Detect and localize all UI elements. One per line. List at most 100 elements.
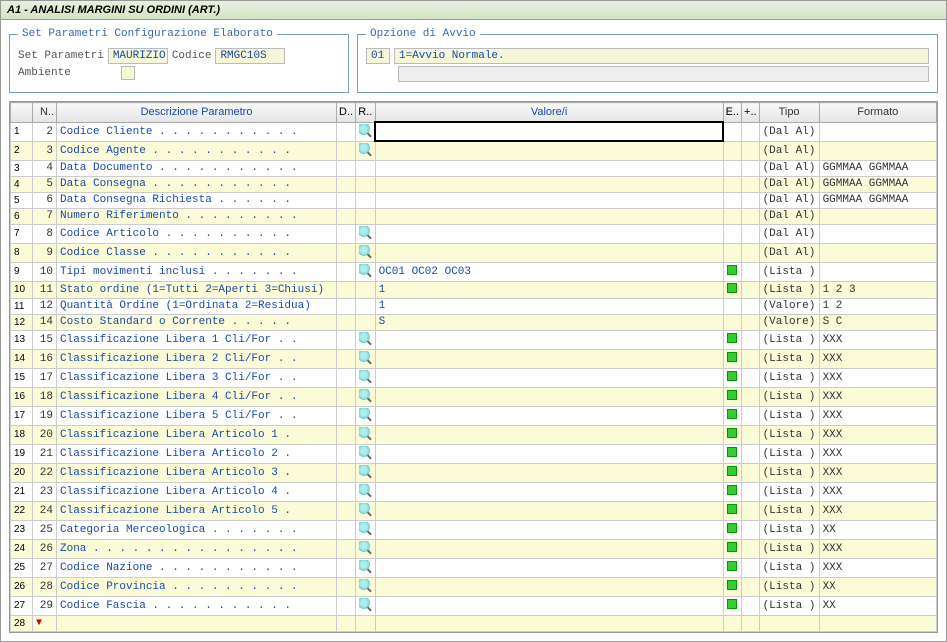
cell-value[interactable] <box>375 349 723 368</box>
cell-value[interactable] <box>375 122 723 141</box>
cell-value[interactable] <box>375 387 723 406</box>
table-row[interactable]: 1820Classificazione Libera Articolo 1 .(… <box>11 425 937 444</box>
cell-value[interactable] <box>375 406 723 425</box>
table-row[interactable]: 1315Classificazione Libera 1 Cli/For . .… <box>11 330 937 349</box>
cell-value[interactable]: 1 <box>375 281 723 298</box>
col-val-header[interactable]: Valore/i <box>375 103 723 123</box>
cell-value[interactable]: OC01 OC02 OC03 <box>375 262 723 281</box>
cell-value[interactable] <box>375 558 723 577</box>
ambiente-checkbox[interactable] <box>121 66 135 80</box>
cell-value[interactable] <box>375 176 723 192</box>
edit-list-icon[interactable] <box>727 542 737 552</box>
table-row[interactable]: 56Data Consegna Richiesta . . . . . .(Da… <box>11 192 937 208</box>
search-icon[interactable] <box>359 465 371 477</box>
codice-value[interactable]: RMGC10S <box>215 48 285 64</box>
edit-list-icon[interactable] <box>727 447 737 457</box>
cell-value[interactable] <box>375 444 723 463</box>
edit-list-icon[interactable] <box>727 504 737 514</box>
cell-value[interactable] <box>375 425 723 444</box>
cell-value[interactable] <box>375 208 723 224</box>
table-row[interactable]: 1719Classificazione Libera 5 Cli/For . .… <box>11 406 937 425</box>
table-row[interactable]: 2325Categoria Merceologica . . . . . . .… <box>11 520 937 539</box>
table-row[interactable]: 89Codice Classe . . . . . . . . . . .(Da… <box>11 243 937 262</box>
edit-list-icon[interactable] <box>727 599 737 609</box>
search-icon[interactable] <box>359 427 371 439</box>
avvio-code[interactable]: 01 <box>366 48 390 64</box>
cell-value[interactable] <box>375 596 723 615</box>
search-icon[interactable] <box>359 332 371 344</box>
edit-list-icon[interactable] <box>727 523 737 533</box>
col-d-header[interactable]: D.. <box>337 103 356 123</box>
cell-value[interactable] <box>375 160 723 176</box>
cell-value[interactable]: 1 <box>375 298 723 314</box>
table-row[interactable]: 1618Classificazione Libera 4 Cli/For . .… <box>11 387 937 406</box>
table-row[interactable]: 2729Codice Fascia . . . . . . . . . . .(… <box>11 596 937 615</box>
search-icon[interactable] <box>359 560 371 572</box>
edit-list-icon[interactable] <box>727 265 737 275</box>
cell-value[interactable] <box>375 577 723 596</box>
search-icon[interactable] <box>359 446 371 458</box>
search-icon[interactable] <box>359 245 371 257</box>
cell-value[interactable] <box>375 192 723 208</box>
edit-list-icon[interactable] <box>727 283 737 293</box>
table-row[interactable]: 1214Costo Standard o Corrente . . . . .S… <box>11 314 937 330</box>
search-icon[interactable] <box>359 408 371 420</box>
table-row[interactable]: 45Data Consegna . . . . . . . . . . .(Da… <box>11 176 937 192</box>
search-icon[interactable] <box>359 503 371 515</box>
cell-value[interactable] <box>375 243 723 262</box>
table-row[interactable]: 2224Classificazione Libera Articolo 5 .(… <box>11 501 937 520</box>
set-param-value[interactable]: MAURIZIO <box>108 48 168 64</box>
search-icon[interactable] <box>359 124 371 136</box>
cell-value[interactable] <box>375 368 723 387</box>
col-n-header[interactable]: N.. <box>33 103 57 123</box>
cell-value[interactable] <box>375 330 723 349</box>
table-row[interactable]: 12Codice Cliente . . . . . . . . . . .(D… <box>11 122 937 141</box>
table-row[interactable]: 1921Classificazione Libera Articolo 2 .(… <box>11 444 937 463</box>
col-plus-header[interactable]: +.. <box>742 103 760 123</box>
cell-value[interactable] <box>375 141 723 160</box>
table-row[interactable]: 28▼ <box>11 615 937 631</box>
col-rownum-header[interactable] <box>11 103 33 123</box>
search-icon[interactable] <box>359 579 371 591</box>
search-icon[interactable] <box>359 541 371 553</box>
col-formato-header[interactable]: Formato <box>819 103 936 123</box>
edit-list-icon[interactable] <box>727 390 737 400</box>
col-desc-header[interactable]: Descrizione Parametro <box>57 103 337 123</box>
edit-list-icon[interactable] <box>727 409 737 419</box>
table-row[interactable]: 2022Classificazione Libera Articolo 3 .(… <box>11 463 937 482</box>
table-row[interactable]: 2527Codice Nazione . . . . . . . . . . .… <box>11 558 937 577</box>
avvio-text[interactable]: 1=Avvio Normale. <box>394 48 929 64</box>
cell-value[interactable] <box>375 463 723 482</box>
edit-list-icon[interactable] <box>727 466 737 476</box>
cell-value[interactable] <box>375 482 723 501</box>
search-icon[interactable] <box>359 389 371 401</box>
table-row[interactable]: 2426Zona . . . . . . . . . . . . . . . .… <box>11 539 937 558</box>
table-row[interactable]: 23Codice Agente . . . . . . . . . . .(Da… <box>11 141 937 160</box>
cell-value[interactable] <box>375 224 723 243</box>
search-icon[interactable] <box>359 598 371 610</box>
col-r-header[interactable]: R.. <box>356 103 376 123</box>
table-row[interactable]: 1517Classificazione Libera 3 Cli/For . .… <box>11 368 937 387</box>
cell-value[interactable] <box>375 615 723 631</box>
cell-value[interactable] <box>375 539 723 558</box>
edit-list-icon[interactable] <box>727 561 737 571</box>
edit-list-icon[interactable] <box>727 580 737 590</box>
edit-list-icon[interactable] <box>727 333 737 343</box>
cell-value[interactable]: S <box>375 314 723 330</box>
cell-value[interactable] <box>375 501 723 520</box>
table-row[interactable]: 1112Quantità Ordine (1=Ordinata 2=Residu… <box>11 298 937 314</box>
search-icon[interactable] <box>359 226 371 238</box>
table-row[interactable]: 78Codice Articolo . . . . . . . . . .(Da… <box>11 224 937 243</box>
col-tipo-header[interactable]: Tipo <box>759 103 819 123</box>
search-icon[interactable] <box>359 484 371 496</box>
table-row[interactable]: 2628Codice Provincia . . . . . . . . . .… <box>11 577 937 596</box>
table-row[interactable]: 34Data Documento . . . . . . . . . . .(D… <box>11 160 937 176</box>
table-row[interactable]: 67Numero Riferimento . . . . . . . . .(D… <box>11 208 937 224</box>
edit-list-icon[interactable] <box>727 371 737 381</box>
search-icon[interactable] <box>359 264 371 276</box>
search-icon[interactable] <box>359 351 371 363</box>
table-row[interactable]: 2123Classificazione Libera Articolo 4 .(… <box>11 482 937 501</box>
table-row[interactable]: 1011Stato ordine (1=Tutti 2=Aperti 3=Chi… <box>11 281 937 298</box>
edit-list-icon[interactable] <box>727 428 737 438</box>
avvio-extra[interactable] <box>398 66 929 82</box>
